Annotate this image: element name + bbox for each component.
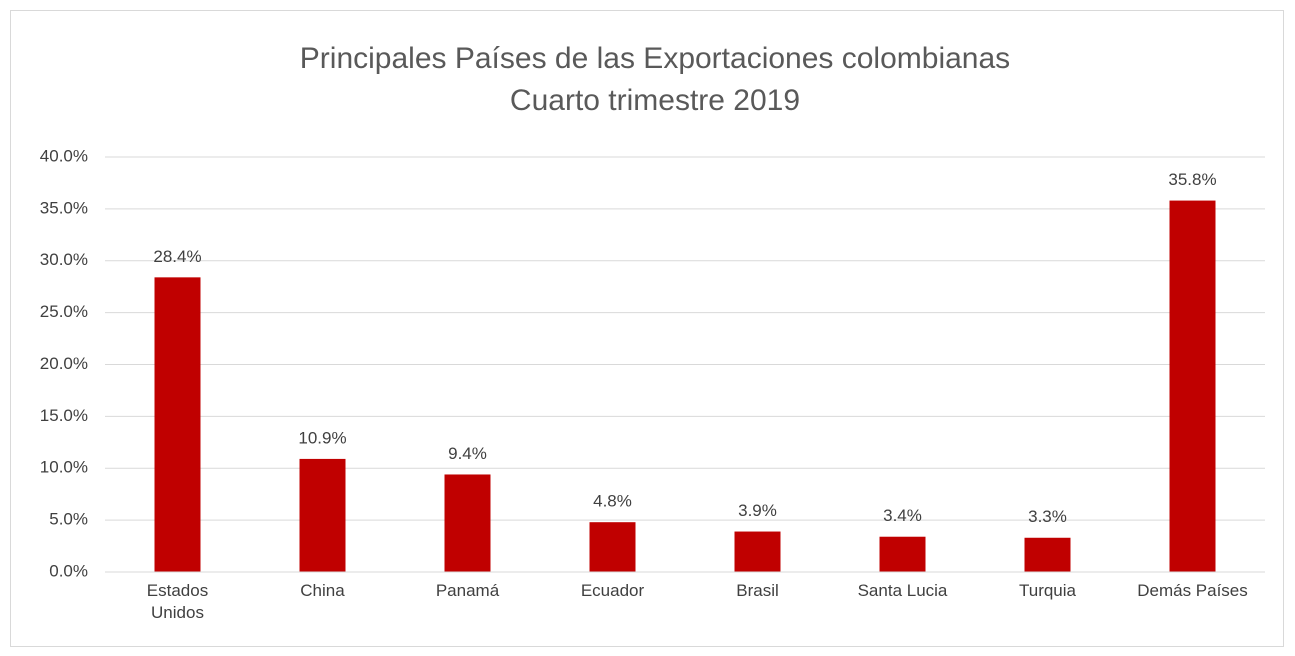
x-tick-label: Demás Países (1137, 581, 1248, 600)
y-tick-label: 20.0% (40, 354, 88, 373)
y-tick-label: 15.0% (40, 406, 88, 425)
value-label: 28.4% (153, 247, 201, 266)
y-tick-label: 0.0% (49, 561, 88, 580)
chart-title: Principales Países de las Exportaciones … (300, 42, 1010, 75)
bar (1169, 200, 1216, 572)
bar (1024, 537, 1071, 572)
x-tick-label: Turquia (1018, 581, 1076, 600)
bar (589, 522, 636, 572)
value-label: 3.3% (1028, 507, 1067, 526)
bar (154, 277, 201, 572)
value-label: 3.9% (738, 501, 777, 520)
y-tick-label: 25.0% (40, 302, 88, 321)
y-tick-label: 5.0% (49, 510, 88, 529)
bar (879, 536, 926, 572)
x-tick-label: Estados Unidos (146, 581, 209, 622)
bar (444, 474, 491, 572)
value-label: 35.8% (1168, 170, 1216, 189)
x-tick-label: Brasil (736, 581, 779, 600)
value-label: 10.9% (298, 428, 346, 447)
bar (299, 458, 346, 572)
value-label: 9.4% (448, 444, 487, 463)
value-label: 4.8% (593, 492, 632, 511)
x-tick-label: Santa Lucia (857, 581, 948, 600)
x-tick-label: Ecuador (580, 581, 645, 600)
chart-subtitle: Cuarto trimestre 2019 (510, 84, 800, 117)
y-tick-label: 10.0% (40, 458, 88, 477)
y-tick-label: 30.0% (40, 250, 88, 269)
y-tick-label: 35.0% (40, 198, 88, 217)
x-tick-label: China (300, 581, 345, 600)
chart-border (10, 10, 1284, 647)
x-tick-label: Panamá (435, 581, 500, 600)
value-label: 3.4% (883, 506, 922, 525)
bar (734, 531, 781, 572)
y-tick-label: 40.0% (40, 146, 88, 165)
